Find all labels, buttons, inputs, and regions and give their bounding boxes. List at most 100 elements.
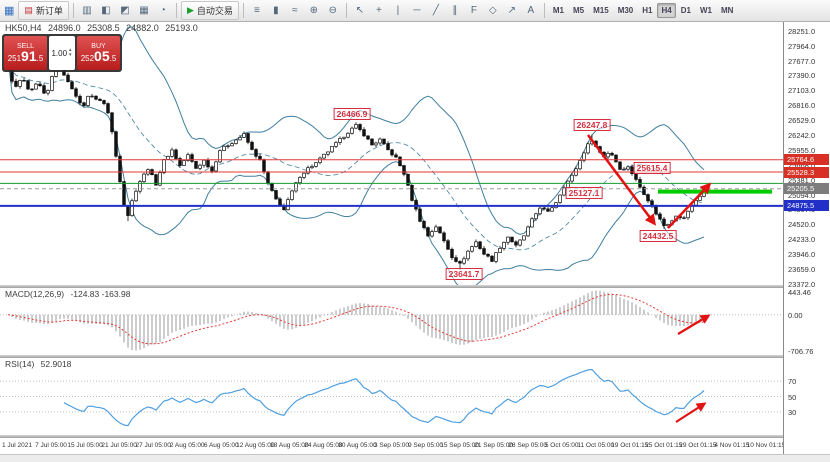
macd-header: MACD(12,26,9) -124.83 -163.98: [5, 289, 134, 299]
rsi-axis-label: 70: [788, 377, 797, 387]
macd-axis-label: -706.76: [788, 347, 814, 357]
strategy-tester-icon[interactable]: ◔: [159, 5, 166, 16]
volume-up-icon[interactable]: ▲: [68, 47, 73, 53]
timeframe-D1[interactable]: D1: [680, 6, 691, 15]
data-window-icon[interactable]: ◧: [101, 5, 111, 16]
buy-button[interactable]: BUY 252 05.5: [77, 36, 120, 70]
timeframe-H1[interactable]: H1: [642, 6, 653, 15]
sell-button[interactable]: SELL 251 91.5: [4, 36, 47, 70]
panel-separator[interactable]: [0, 435, 830, 438]
navigator-icon[interactable]: ◩: [120, 5, 130, 16]
time-axis-label: 29 Oct 01:15: [679, 442, 717, 449]
app-icon: ▦: [4, 5, 15, 17]
timeframe-M30[interactable]: M30: [617, 6, 634, 15]
cursor-icon[interactable]: ↖: [355, 5, 365, 16]
macd-axis-label: 443.46: [788, 287, 811, 297]
time-axis-label: 30 Aug 05:00: [338, 442, 377, 449]
volume-down-icon[interactable]: ▼: [68, 52, 73, 57]
time-axis-label: 5 Oct 05:00: [544, 442, 579, 449]
time-axis-label: 6 Aug 05:00: [203, 442, 239, 449]
time-axis-label: 2 Aug 05:00: [169, 442, 205, 449]
autotrading-button[interactable]: ▶ 自动交易: [180, 1, 239, 20]
time-axis-label: 1 Jul 2021: [2, 442, 32, 449]
price-axis-label: 24520.0: [788, 220, 816, 230]
price-axis-tag: 25205.5: [784, 183, 829, 195]
low-value: 24882.0: [126, 23, 159, 33]
bar-chart-icon[interactable]: ≡: [253, 5, 260, 16]
channel-icon[interactable]: ∥: [452, 5, 458, 16]
line-chart-icon[interactable]: ≈: [292, 5, 298, 16]
time-axis-label: 21 Jul 05:00: [101, 442, 137, 449]
timeframe-M1[interactable]: M1: [552, 6, 564, 15]
price-axis-label: 23372.0: [788, 279, 816, 289]
price-axis-label: 25668.0: [788, 160, 816, 170]
volume-input[interactable]: 1.00 ▲ ▼: [49, 36, 75, 70]
price-axis-label: 27964.0: [788, 41, 816, 51]
price-axis-tag: 25764.6: [784, 154, 829, 166]
price-axis-tag: 25528.3: [784, 166, 829, 178]
shapes-icon[interactable]: ◇: [489, 5, 497, 16]
new-order-icon: ▤: [24, 5, 33, 15]
toolbar-separator: [543, 3, 545, 18]
fibonacci-icon[interactable]: F: [470, 5, 477, 16]
buy-label: BUY: [91, 43, 106, 51]
close-value: 25193.0: [165, 23, 198, 33]
macd-values: -124.83 -163.98: [70, 289, 131, 299]
price-axis[interactable]: 28251.0 27964.0 27677.0 27390.0 27103.0 26816…: [784, 22, 830, 454]
autotrading-label: 自动交易: [196, 6, 233, 16]
toolbar-separator: [242, 3, 244, 18]
market-watch-icon[interactable]: ▥: [82, 5, 92, 16]
window-bottom-strip: [0, 454, 830, 462]
timeframe-M5[interactable]: M5: [573, 6, 585, 15]
rsi-axis-label: 50: [788, 392, 797, 402]
vertical-line-icon[interactable]: |: [396, 5, 400, 16]
terminal-icon[interactable]: ▦: [139, 5, 149, 16]
time-axis-label: 4 Nov 01:15: [714, 442, 750, 449]
horizontal-line-icon[interactable]: ─: [413, 5, 421, 16]
price-axis-label: 24233.0: [788, 235, 816, 245]
timeframe-W1[interactable]: W1: [699, 6, 712, 15]
timeframe-H4[interactable]: H4: [657, 3, 676, 18]
time-axis-label: 21 Sep 05:00: [474, 442, 513, 449]
new-order-button[interactable]: ▤ 新订单: [18, 1, 69, 20]
rsi-panel[interactable]: [0, 358, 783, 435]
chart-type-icons-group: ≡ ▮ ≈ ⊕ ⊖: [248, 2, 342, 20]
chart-ohlc-header: HK50,H4 24896.0 25308.5 24882.0 25193.0: [5, 23, 202, 33]
time-axis-label: 11 Oct 05:00: [577, 442, 615, 449]
price-axis-label: 28251.0: [788, 26, 816, 36]
macd-label: MACD(12,26,9): [5, 289, 65, 299]
macd-panel[interactable]: [0, 288, 783, 355]
zoom-out-icon[interactable]: ⊖: [328, 5, 338, 16]
time-axis-label: 15 Sep 05:00: [440, 442, 479, 449]
toolbar-separator: [175, 3, 177, 18]
new-order-label: 新订单: [35, 6, 63, 16]
drawing-tools-group: ↖ + | ─ ╱ ∥ F ◇ ↗ A: [351, 2, 540, 20]
panel-separator[interactable]: [0, 355, 830, 358]
time-axis-label: 27 Jul 05:00: [135, 442, 171, 449]
price-chart[interactable]: [0, 22, 783, 285]
time-axis[interactable]: 1 Jul 2021 7 Jul 05:00 15 Jul 05:00 21 Jul …: [0, 438, 785, 454]
time-axis-label: 19 Oct 01:15: [611, 442, 649, 449]
panel-separator[interactable]: [0, 285, 830, 288]
toolbar-separator: [345, 3, 347, 18]
time-axis-label: 25 Oct 01:15: [645, 442, 683, 449]
crosshair-icon[interactable]: +: [375, 5, 382, 16]
sell-price: 251 91.5: [7, 48, 44, 65]
zoom-in-icon[interactable]: ⊕: [309, 5, 319, 16]
price-axis-label: 25094.0: [788, 190, 816, 200]
rsi-value: 52.9018: [40, 359, 72, 369]
autotrading-play-icon: ▶: [186, 5, 194, 15]
system-icons-group: ▥ ◧ ◩ ▦ ◔: [78, 2, 172, 20]
timeframe-MN[interactable]: MN: [720, 6, 734, 15]
trendline-icon[interactable]: ╱: [432, 5, 439, 16]
volume-value: 1.00: [51, 48, 68, 58]
text-tool-icon[interactable]: A: [527, 5, 535, 16]
price-axis-label: 27390.0: [788, 71, 816, 81]
candlestick-chart-icon[interactable]: ▮: [273, 5, 279, 16]
timeframe-M15[interactable]: M15: [593, 6, 609, 15]
time-axis-label: 9 Sep 05:00: [407, 442, 444, 449]
time-axis-label: 12 Aug 05:00: [236, 442, 275, 449]
symbol-period-label: HK50,H4: [5, 23, 42, 33]
arrow-tool-icon[interactable]: ↗: [507, 5, 517, 16]
price-axis-label: 26529.0: [788, 116, 816, 126]
